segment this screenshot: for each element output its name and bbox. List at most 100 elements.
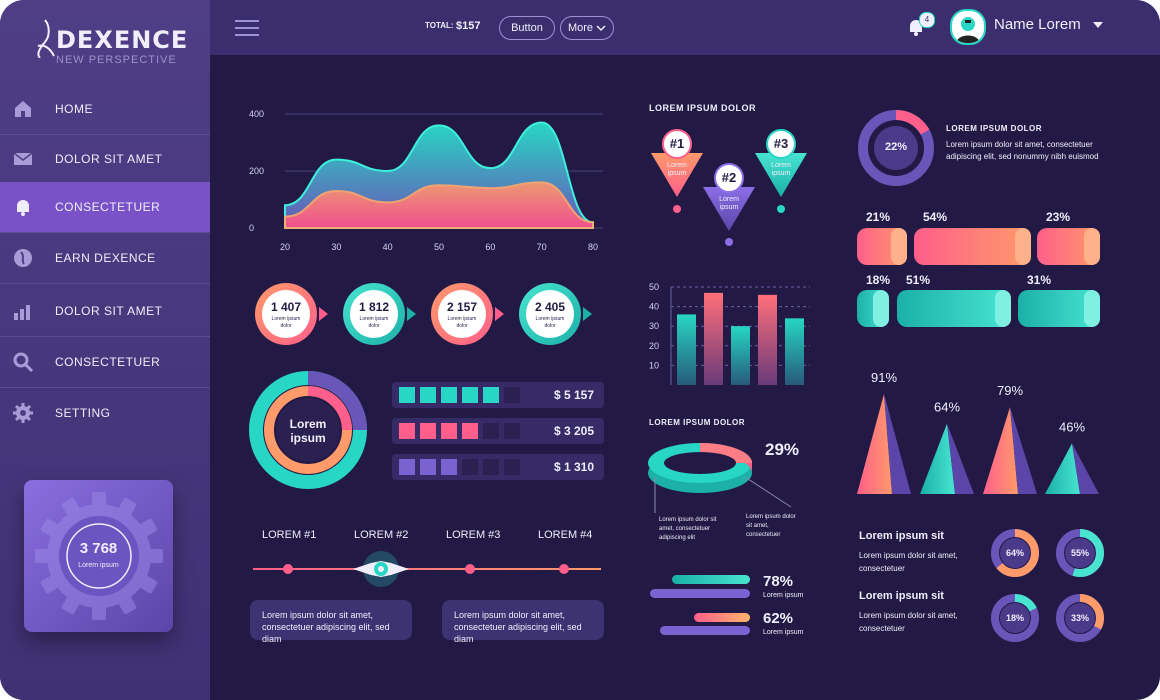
progress-segment [399,459,415,475]
bar-y-tick: 10 [649,360,659,370]
area-x-tick: 30 [331,242,341,252]
bar-y-tick: 40 [649,302,659,312]
bar [677,314,696,385]
gear-card-value: 3 768 [79,540,118,557]
pyramid [1045,443,1080,494]
user-name[interactable]: Name Lorem [994,16,1081,33]
area-x-tick: 20 [280,242,290,252]
sidebar-item-label: SETTING [55,406,111,420]
search-icon [13,352,34,373]
progress-segment [441,423,457,439]
area-series-2 [284,181,594,229]
timeline-label[interactable]: LOREM #2 [354,529,409,541]
area-x-tick: 40 [383,242,393,252]
cylinder-label: 23% [1046,210,1071,224]
area-x-tick: 80 [588,242,598,252]
progress-segment [462,423,478,439]
timeline-label[interactable]: LOREM #1 [262,529,317,541]
progress-segment [504,459,520,475]
pins-title: LOREM IPSUM DOLOR [649,103,756,113]
stat-gear-card: 3 768 Lorem ipsum [24,480,173,632]
stat-circle-value: 1 812 [358,300,390,314]
pin-1-text: Lorem ipsum [667,162,687,177]
pin-3-text: Lorem ipsum [771,162,791,177]
pyramid-label: 91% [871,370,897,385]
area-x-tick: 70 [537,242,547,252]
mini-donut: 55% [1056,529,1104,577]
mail-icon [13,152,33,165]
progress-row-value: $ 3 205 [553,424,594,438]
progress-segment [441,387,457,403]
cylinder-bar [1018,290,1100,327]
cylinder-label: 51% [906,273,931,287]
hbar-2-label: Lorem ipsum [763,629,804,636]
progress-row-value: $ 1 310 [553,460,594,474]
mini-donut-label: 33% [1071,613,1089,623]
sidebar-item-consectetuer-2[interactable]: CONSECTETUER [0,337,210,388]
ring3d-percent: 29% [765,440,800,459]
sidebar-item-earn-dexence[interactable]: EARN DEXENCE [0,233,210,284]
user-menu-chevron-icon[interactable] [1092,21,1104,29]
gear-card-label: Lorem ipsum [78,562,119,569]
chevron-right-icon [495,307,504,321]
hamburger-menu-icon[interactable] [235,20,259,36]
user-avatar-icon [956,17,980,43]
brand-tagline: NEW PERSPECTIVE [56,54,177,66]
ring-summary-title: LOREM IPSUM DOLOR [946,124,1043,133]
cylinder-label: 18% [866,273,891,287]
sidebar-item-label: HOME [55,102,93,116]
header-button[interactable]: Button [499,16,555,40]
more-dropdown[interactable]: More [560,16,614,40]
mini-block-1-text: Lorem ipsum dolor sit amet, consectetuer [859,551,958,573]
area-y-tick: 0 [249,223,254,233]
sidebar-item-home[interactable]: HOME [0,84,210,135]
mini-donut: 18% [991,594,1039,642]
sidebar-item-label: DOLOR SIT AMET [55,304,163,318]
cylinder-bar [914,228,1031,265]
area-y-tick: 200 [249,166,264,176]
progress-segment [504,387,520,403]
bar-y-tick: 30 [649,321,659,331]
chevron-right-icon [407,307,416,321]
stat-circle-caption: Lorem ipsum dolor [535,316,565,329]
cylinder-label: 31% [1027,273,1052,287]
pyramid-label: 64% [934,400,960,415]
pin-2-text: Lorem ipsum [719,196,739,211]
mini-donut-label: 55% [1071,548,1089,558]
progress-segment [420,423,436,439]
pyramid-chart: 91% 64% 79% 46% [857,370,1099,494]
pin-2-tag: #2 [721,170,737,185]
area-x-tick: 60 [485,242,495,252]
timeline-label[interactable]: LOREM #4 [538,529,593,541]
stat-circle-caption: Lorem ipsum dolor [447,316,477,329]
stat-circle-inner: 2 405 Lorem ipsum dolor [526,290,574,338]
total-value: $157 [456,20,481,32]
bar [731,326,750,385]
sidebar-item-label: CONSECTETUER [55,200,161,214]
sidebar-item-setting[interactable]: SETTING [0,388,210,438]
stat-circle: 1 812 Lorem ipsum dolor [343,283,405,345]
hbar-chart [650,575,750,635]
brand-name: DEXENCE [56,26,189,54]
progress-segment [483,387,499,403]
sidebar: DEXENCE NEW PERSPECTIVE HOME DOLOR SIT A… [0,0,210,700]
progress-segment [483,423,499,439]
logo: DEXENCE NEW PERSPECTIVE [34,18,187,68]
pyramid-shade [884,393,911,494]
stat-circle-value: 2 405 [534,300,566,314]
progress-segment [420,387,436,403]
sidebar-item-dolor-sit-amet[interactable]: DOLOR SIT AMET [0,134,210,185]
stat-circle: 1 407 Lorem ipsum dolor [255,283,317,345]
timeline-note-2: Lorem ipsum dolor sit amet, consectetuer… [442,600,604,644]
timeline-label[interactable]: LOREM #3 [446,529,501,541]
bar [758,294,777,385]
ring-summary-text: Lorem ipsum dolor sit amet, consectetuer… [946,140,1099,161]
ring3d-caption-right: Lorem ipsum dolor sit amet, consectetuer [746,514,796,538]
top-bar: TOTAL: $157 Button More 4 Name Lorem [210,0,1160,55]
header-button-label: Button [511,22,543,34]
pin-3-tag: #3 [773,136,789,151]
ring3d-title: LOREM IPSUM DOLOR [649,418,746,427]
sidebar-item-consectetuer-active[interactable]: CONSECTETUER [0,182,210,233]
avatar[interactable] [950,9,986,45]
sidebar-item-dolor-sit-amet-2[interactable]: DOLOR SIT AMET [0,286,210,337]
